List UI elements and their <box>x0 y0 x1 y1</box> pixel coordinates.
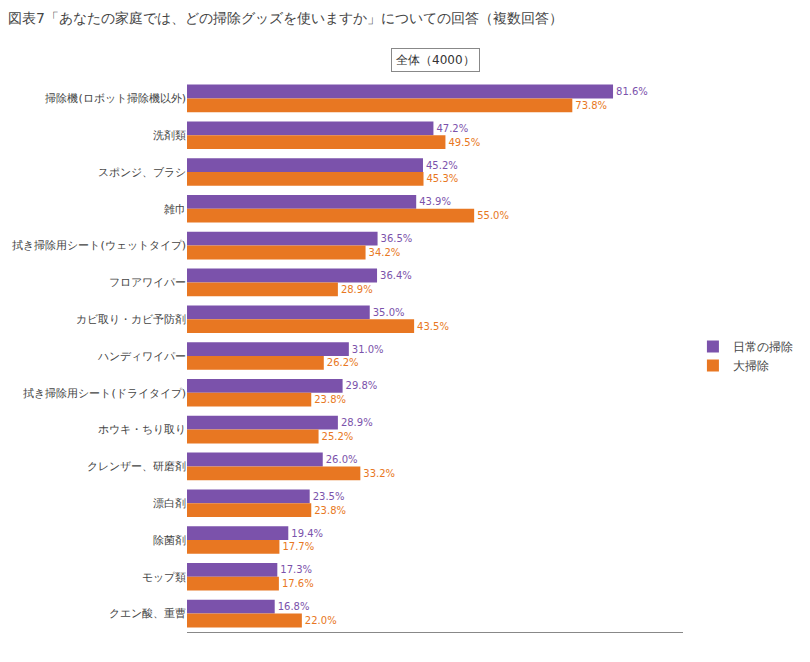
svg-text:全体（4000）: 全体（4000） <box>396 53 475 67</box>
svg-text:55.0%: 55.0% <box>477 210 509 221</box>
svg-text:17.3%: 17.3% <box>280 564 312 575</box>
svg-text:28.9%: 28.9% <box>341 284 373 295</box>
svg-text:36.5%: 36.5% <box>381 233 413 244</box>
svg-text:47.2%: 47.2% <box>436 123 468 134</box>
svg-text:大掃除: 大掃除 <box>733 359 769 373</box>
svg-text:23.8%: 23.8% <box>314 505 346 516</box>
svg-text:17.6%: 17.6% <box>282 578 314 589</box>
svg-text:洗剤類: 洗剤類 <box>153 129 186 142</box>
svg-text:モップ類: モップ類 <box>142 571 186 584</box>
svg-text:16.8%: 16.8% <box>278 601 310 612</box>
svg-text:49.5%: 49.5% <box>448 137 480 148</box>
svg-text:45.2%: 45.2% <box>426 160 458 171</box>
svg-text:拭き掃除用シート(ドライタイプ): 拭き掃除用シート(ドライタイプ) <box>23 387 186 400</box>
svg-text:29.8%: 29.8% <box>346 380 378 391</box>
svg-text:22.0%: 22.0% <box>305 615 337 626</box>
svg-text:33.2%: 33.2% <box>363 468 395 479</box>
svg-text:31.0%: 31.0% <box>352 344 384 355</box>
svg-text:漂白剤: 漂白剤 <box>153 497 186 510</box>
svg-text:日常の掃除: 日常の掃除 <box>733 340 793 354</box>
svg-text:ホウキ・ちり取り: ホウキ・ちり取り <box>98 423 186 436</box>
svg-text:81.6%: 81.6% <box>616 86 648 97</box>
svg-text:43.5%: 43.5% <box>417 321 449 332</box>
svg-text:クエン酸、重曹: クエン酸、重曹 <box>109 607 186 620</box>
svg-text:拭き掃除用シート(ウェットタイプ): 拭き掃除用シート(ウェットタイプ) <box>12 239 186 252</box>
svg-text:28.9%: 28.9% <box>341 417 373 428</box>
svg-text:36.4%: 36.4% <box>380 270 412 281</box>
svg-text:45.3%: 45.3% <box>427 173 459 184</box>
svg-text:17.7%: 17.7% <box>282 541 314 552</box>
svg-text:23.5%: 23.5% <box>313 491 345 502</box>
svg-text:19.4%: 19.4% <box>291 528 323 539</box>
svg-text:カビ取り・カビ予防剤: カビ取り・カビ予防剤 <box>76 313 186 326</box>
svg-text:26.2%: 26.2% <box>327 357 359 368</box>
svg-text:26.0%: 26.0% <box>326 454 358 465</box>
svg-text:クレンザー、研磨剤: クレンザー、研磨剤 <box>87 460 186 473</box>
svg-text:スポンジ、ブラシ: スポンジ、ブラシ <box>98 166 186 179</box>
svg-text:35.0%: 35.0% <box>373 307 405 318</box>
svg-text:除菌剤: 除菌剤 <box>153 534 186 547</box>
svg-text:図表7「あなたの家庭では、どの掃除グッズを使いますか」につい: 図表7「あなたの家庭では、どの掃除グッズを使いますか」についての回答（複数回答） <box>8 10 563 26</box>
svg-text:23.8%: 23.8% <box>314 394 346 405</box>
svg-text:ハンディワイパー: ハンディワイパー <box>97 350 186 363</box>
svg-text:73.8%: 73.8% <box>575 100 607 111</box>
svg-text:フロアワイパー: フロアワイパー <box>109 276 186 289</box>
svg-text:43.9%: 43.9% <box>419 196 451 207</box>
svg-text:雑巾: 雑巾 <box>164 203 186 216</box>
svg-text:25.2%: 25.2% <box>322 431 354 442</box>
svg-text:掃除機(ロボット掃除機以外): 掃除機(ロボット掃除機以外) <box>45 92 186 105</box>
svg-text:34.2%: 34.2% <box>369 247 401 258</box>
